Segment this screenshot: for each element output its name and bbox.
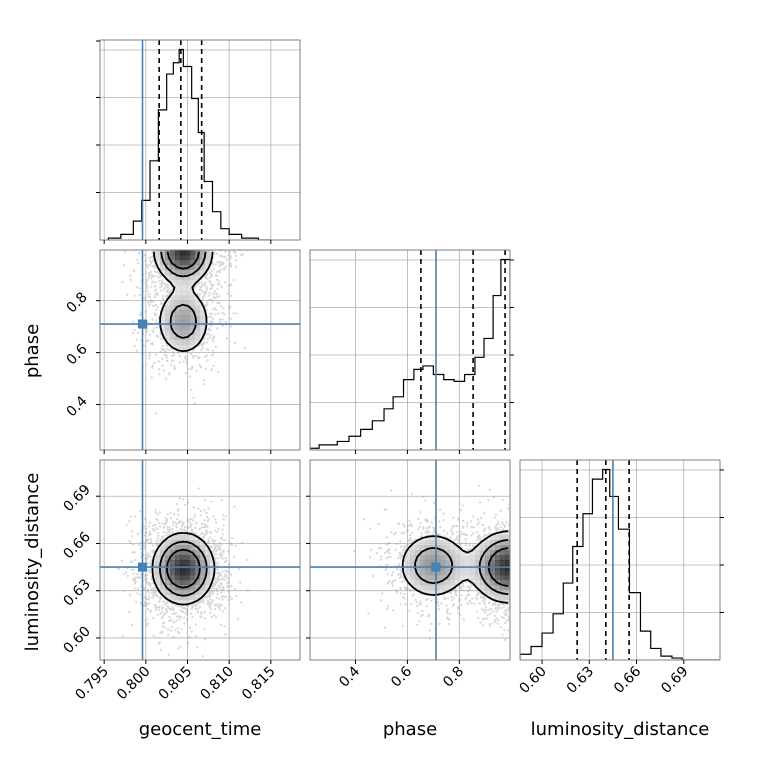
xlabel-luminosity-distance: luminosity_distance	[531, 719, 710, 740]
density-contour	[401, 530, 509, 604]
hist-luminosity-distance-frame	[519, 459, 721, 661]
xlabel-phase: phase	[383, 719, 437, 740]
truth-marker	[138, 562, 147, 572]
xtick-label: 0.810	[197, 664, 237, 704]
truth-marker	[431, 562, 441, 572]
scatter-luminosity-distance-vs-phase-frame	[309, 459, 511, 661]
ytick-label: 0.4	[64, 393, 91, 420]
ylabel-luminosity-distance: luminosity_distance	[22, 473, 43, 652]
xtick-label: 0.63	[564, 664, 597, 697]
ylabel-phase: phase	[22, 324, 43, 378]
density-contour	[159, 540, 208, 597]
ytick-label: 0.6	[64, 341, 91, 368]
xtick-label: 0.4	[336, 663, 363, 690]
xtick-label: 0.805	[156, 664, 196, 704]
scatter-luminosity-distance-vs-geocent-time-frame	[99, 459, 301, 661]
xtick-label: 0.815	[239, 664, 279, 704]
xtick-label: 0.69	[658, 664, 691, 697]
ytick-label: 0.63	[60, 576, 93, 609]
density-contour	[166, 548, 201, 589]
histogram-step	[310, 258, 510, 450]
xtick-label: 0.60	[517, 664, 550, 697]
scatter-luminosity-distance-vs-phase-panel	[310, 460, 510, 660]
scatter-luminosity-distance-vs-geocent-time-panel	[100, 460, 300, 660]
hist-phase-frame	[309, 249, 511, 451]
scatter-phase-vs-geocent-time-frame	[99, 249, 301, 451]
hist-luminosity-distance-panel	[520, 460, 720, 660]
xtick-label: 0.795	[72, 664, 112, 704]
density-contour	[414, 539, 509, 595]
xtick-label: 0.66	[611, 663, 644, 696]
density-contour	[166, 251, 200, 270]
density-contour	[487, 547, 509, 587]
hist-geocent-time-frame	[99, 39, 301, 241]
density-contour	[160, 251, 207, 339]
ytick-label: 0.8	[64, 289, 91, 316]
histogram-step	[520, 468, 720, 660]
ytick-label: 0.69	[60, 482, 93, 515]
ytick-label: 0.66	[60, 529, 93, 562]
xlabel-geocent-time: geocent_time	[139, 719, 262, 740]
hist-geocent-time-panel	[100, 40, 300, 240]
xtick-label: 0.8	[440, 664, 467, 691]
density-contour	[153, 251, 214, 353]
xtick-label: 0.800	[114, 664, 154, 704]
xtick-label: 0.6	[388, 663, 415, 690]
truth-marker	[138, 319, 147, 329]
histogram-step	[107, 48, 271, 240]
hist-phase-panel	[310, 250, 510, 450]
scatter-phase-vs-geocent-time-panel	[100, 250, 300, 450]
ytick-label: 0.60	[60, 623, 93, 656]
